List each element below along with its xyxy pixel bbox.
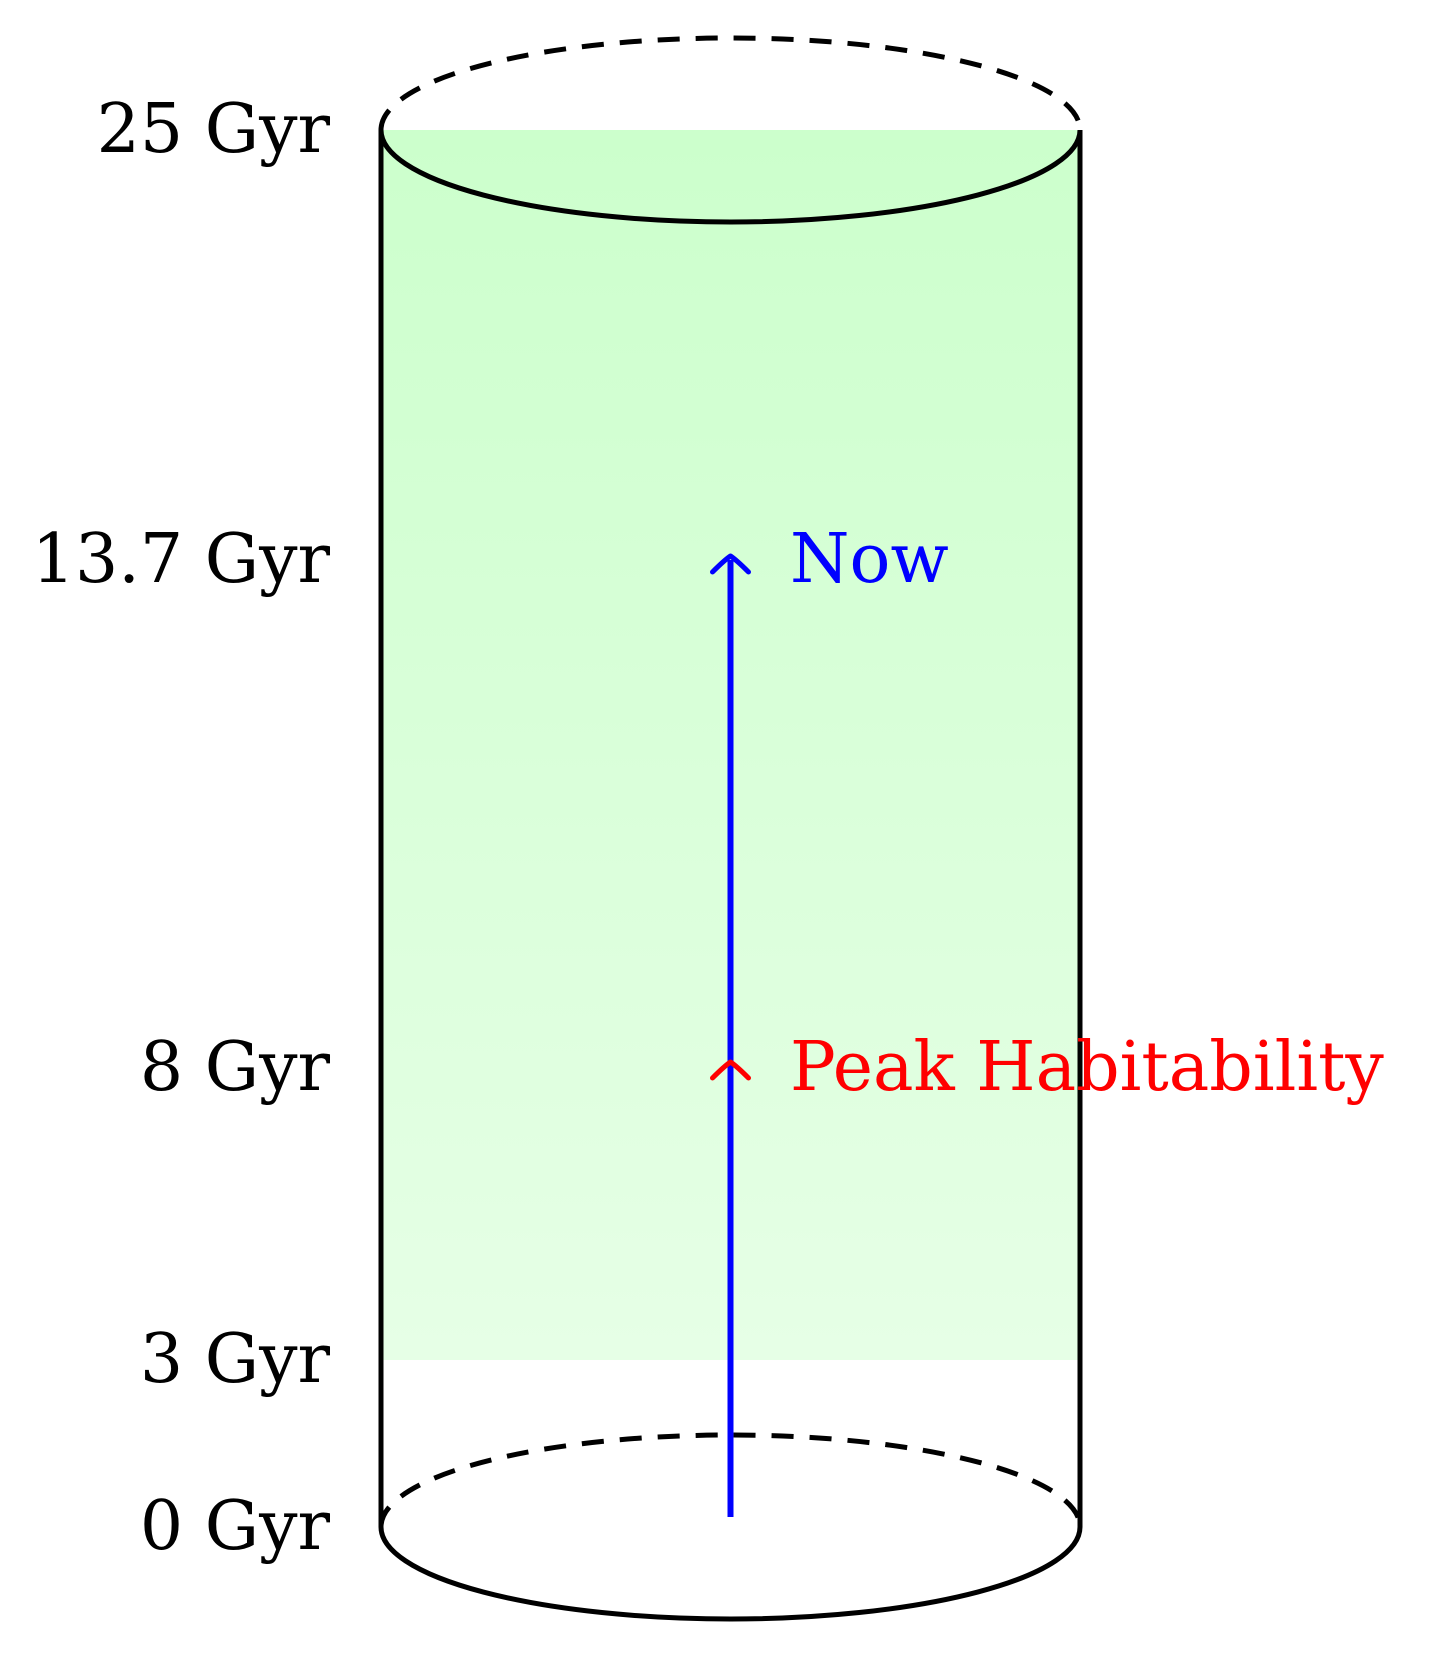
cylinder-top-front-edge bbox=[378, 129, 1083, 225]
axis-label-13-7-gyr: 13.7 Gyr bbox=[32, 520, 331, 599]
axis-label-0-gyr: 0 Gyr bbox=[140, 1487, 331, 1566]
peak-habitability-label: Peak Habitability bbox=[790, 1028, 1384, 1107]
now-arrowhead bbox=[710, 553, 751, 575]
axis-label-3-gyr: 3 Gyr bbox=[140, 1320, 331, 1399]
peak-habitability-marker bbox=[710, 1059, 751, 1081]
cylinder bbox=[378, 35, 1083, 1622]
now-label: Now bbox=[790, 520, 949, 599]
axis-label-25-gyr: 25 Gyr bbox=[97, 90, 331, 169]
cylinder-top-back-edge bbox=[378, 35, 1083, 131]
axis-labels: 25 Gyr 13.7 Gyr 8 Gyr 3 Gyr 0 Gyr bbox=[32, 90, 331, 1566]
cylinder-bottom-front-edge bbox=[378, 1526, 1083, 1622]
cylinder-bottom-back-edge bbox=[378, 1432, 1083, 1528]
axis-label-8-gyr: 8 Gyr bbox=[140, 1028, 331, 1107]
